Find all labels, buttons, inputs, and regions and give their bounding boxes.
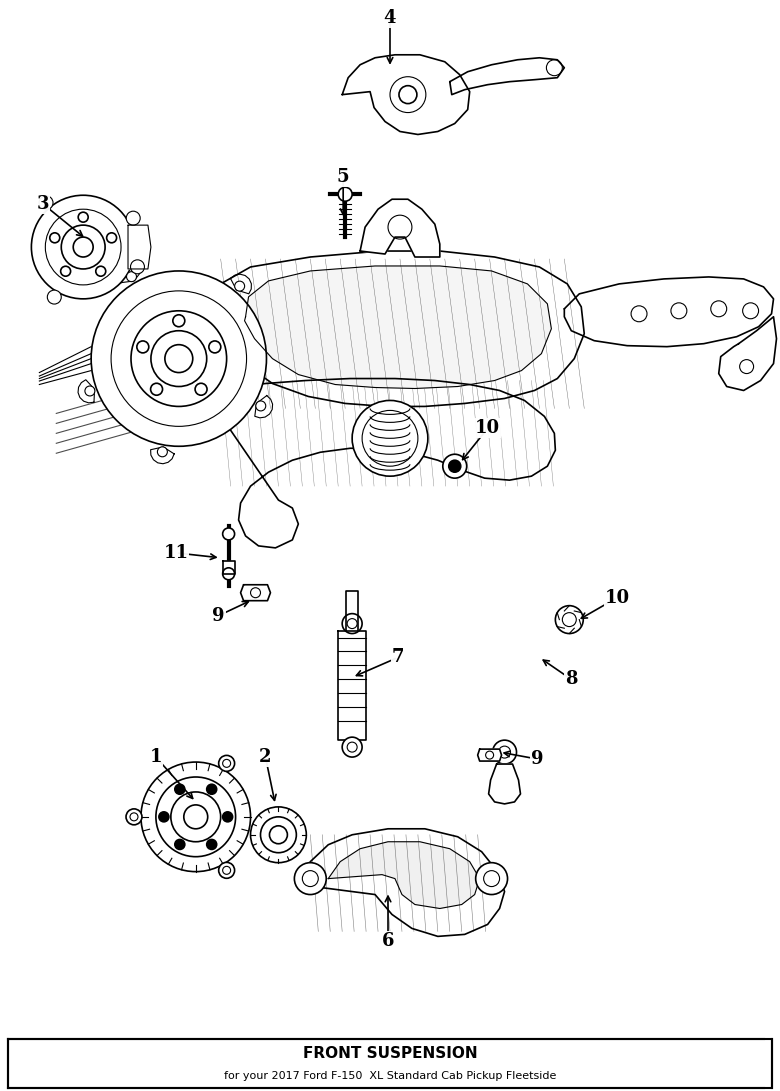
Circle shape	[218, 862, 235, 878]
Polygon shape	[477, 750, 502, 762]
Circle shape	[136, 341, 149, 352]
Text: 11: 11	[163, 544, 188, 562]
Text: 3: 3	[37, 195, 50, 213]
Circle shape	[256, 401, 266, 411]
Polygon shape	[216, 251, 584, 407]
Text: 9: 9	[531, 751, 544, 768]
Text: 7: 7	[392, 648, 404, 667]
Circle shape	[126, 212, 140, 225]
Circle shape	[476, 863, 508, 895]
Circle shape	[39, 195, 53, 209]
Text: 4: 4	[384, 9, 396, 27]
Circle shape	[96, 266, 106, 276]
Circle shape	[175, 839, 185, 850]
Circle shape	[195, 383, 207, 395]
Circle shape	[50, 232, 60, 243]
Circle shape	[222, 567, 235, 579]
Circle shape	[342, 613, 362, 634]
Circle shape	[235, 281, 245, 291]
Circle shape	[173, 315, 185, 326]
Circle shape	[126, 272, 136, 281]
Text: 6: 6	[381, 933, 394, 950]
Polygon shape	[360, 200, 440, 257]
Polygon shape	[328, 842, 480, 909]
Polygon shape	[119, 265, 142, 283]
Circle shape	[158, 447, 168, 457]
Circle shape	[339, 188, 352, 201]
Circle shape	[61, 266, 71, 276]
Polygon shape	[151, 447, 174, 464]
Text: 10: 10	[604, 589, 629, 607]
Circle shape	[399, 86, 417, 104]
Circle shape	[151, 383, 162, 395]
Circle shape	[107, 232, 116, 243]
Circle shape	[78, 212, 88, 223]
Circle shape	[222, 528, 235, 540]
Text: FRONT SUSPENSION: FRONT SUSPENSION	[303, 1046, 477, 1062]
Circle shape	[269, 826, 287, 843]
Circle shape	[207, 784, 217, 794]
Circle shape	[130, 260, 144, 274]
Circle shape	[342, 738, 362, 757]
Polygon shape	[564, 277, 774, 347]
Text: 5: 5	[337, 168, 349, 187]
Circle shape	[141, 762, 250, 872]
Circle shape	[448, 460, 461, 472]
Polygon shape	[128, 225, 151, 269]
Circle shape	[31, 195, 135, 299]
Polygon shape	[240, 585, 271, 601]
Text: 9: 9	[212, 607, 225, 625]
Polygon shape	[245, 266, 551, 388]
Polygon shape	[450, 58, 564, 95]
Polygon shape	[488, 764, 520, 804]
Polygon shape	[346, 590, 358, 631]
Polygon shape	[216, 379, 555, 548]
Circle shape	[352, 400, 428, 476]
Polygon shape	[342, 55, 470, 134]
Circle shape	[222, 812, 232, 822]
Polygon shape	[78, 380, 94, 403]
Polygon shape	[299, 829, 505, 936]
Circle shape	[126, 808, 142, 825]
Text: 10: 10	[475, 419, 500, 437]
Circle shape	[493, 740, 516, 764]
Circle shape	[218, 755, 235, 771]
Circle shape	[555, 606, 583, 634]
Circle shape	[165, 345, 193, 372]
Circle shape	[207, 839, 217, 850]
Text: 1: 1	[150, 748, 162, 766]
Text: for your 2017 Ford F-150  XL Standard Cab Pickup Fleetside: for your 2017 Ford F-150 XL Standard Cab…	[224, 1070, 556, 1080]
Polygon shape	[222, 561, 235, 574]
Text: 8: 8	[565, 670, 577, 688]
Polygon shape	[718, 316, 777, 391]
Circle shape	[73, 237, 93, 257]
Circle shape	[175, 784, 185, 794]
Text: 2: 2	[259, 748, 271, 766]
Circle shape	[250, 807, 307, 863]
Circle shape	[209, 341, 221, 352]
Circle shape	[85, 386, 95, 396]
Circle shape	[91, 271, 267, 446]
Circle shape	[48, 290, 62, 304]
Circle shape	[184, 805, 207, 829]
Polygon shape	[255, 396, 272, 418]
Circle shape	[294, 863, 326, 895]
Circle shape	[159, 812, 168, 822]
Polygon shape	[230, 274, 251, 293]
Polygon shape	[339, 631, 366, 740]
Circle shape	[443, 454, 466, 478]
